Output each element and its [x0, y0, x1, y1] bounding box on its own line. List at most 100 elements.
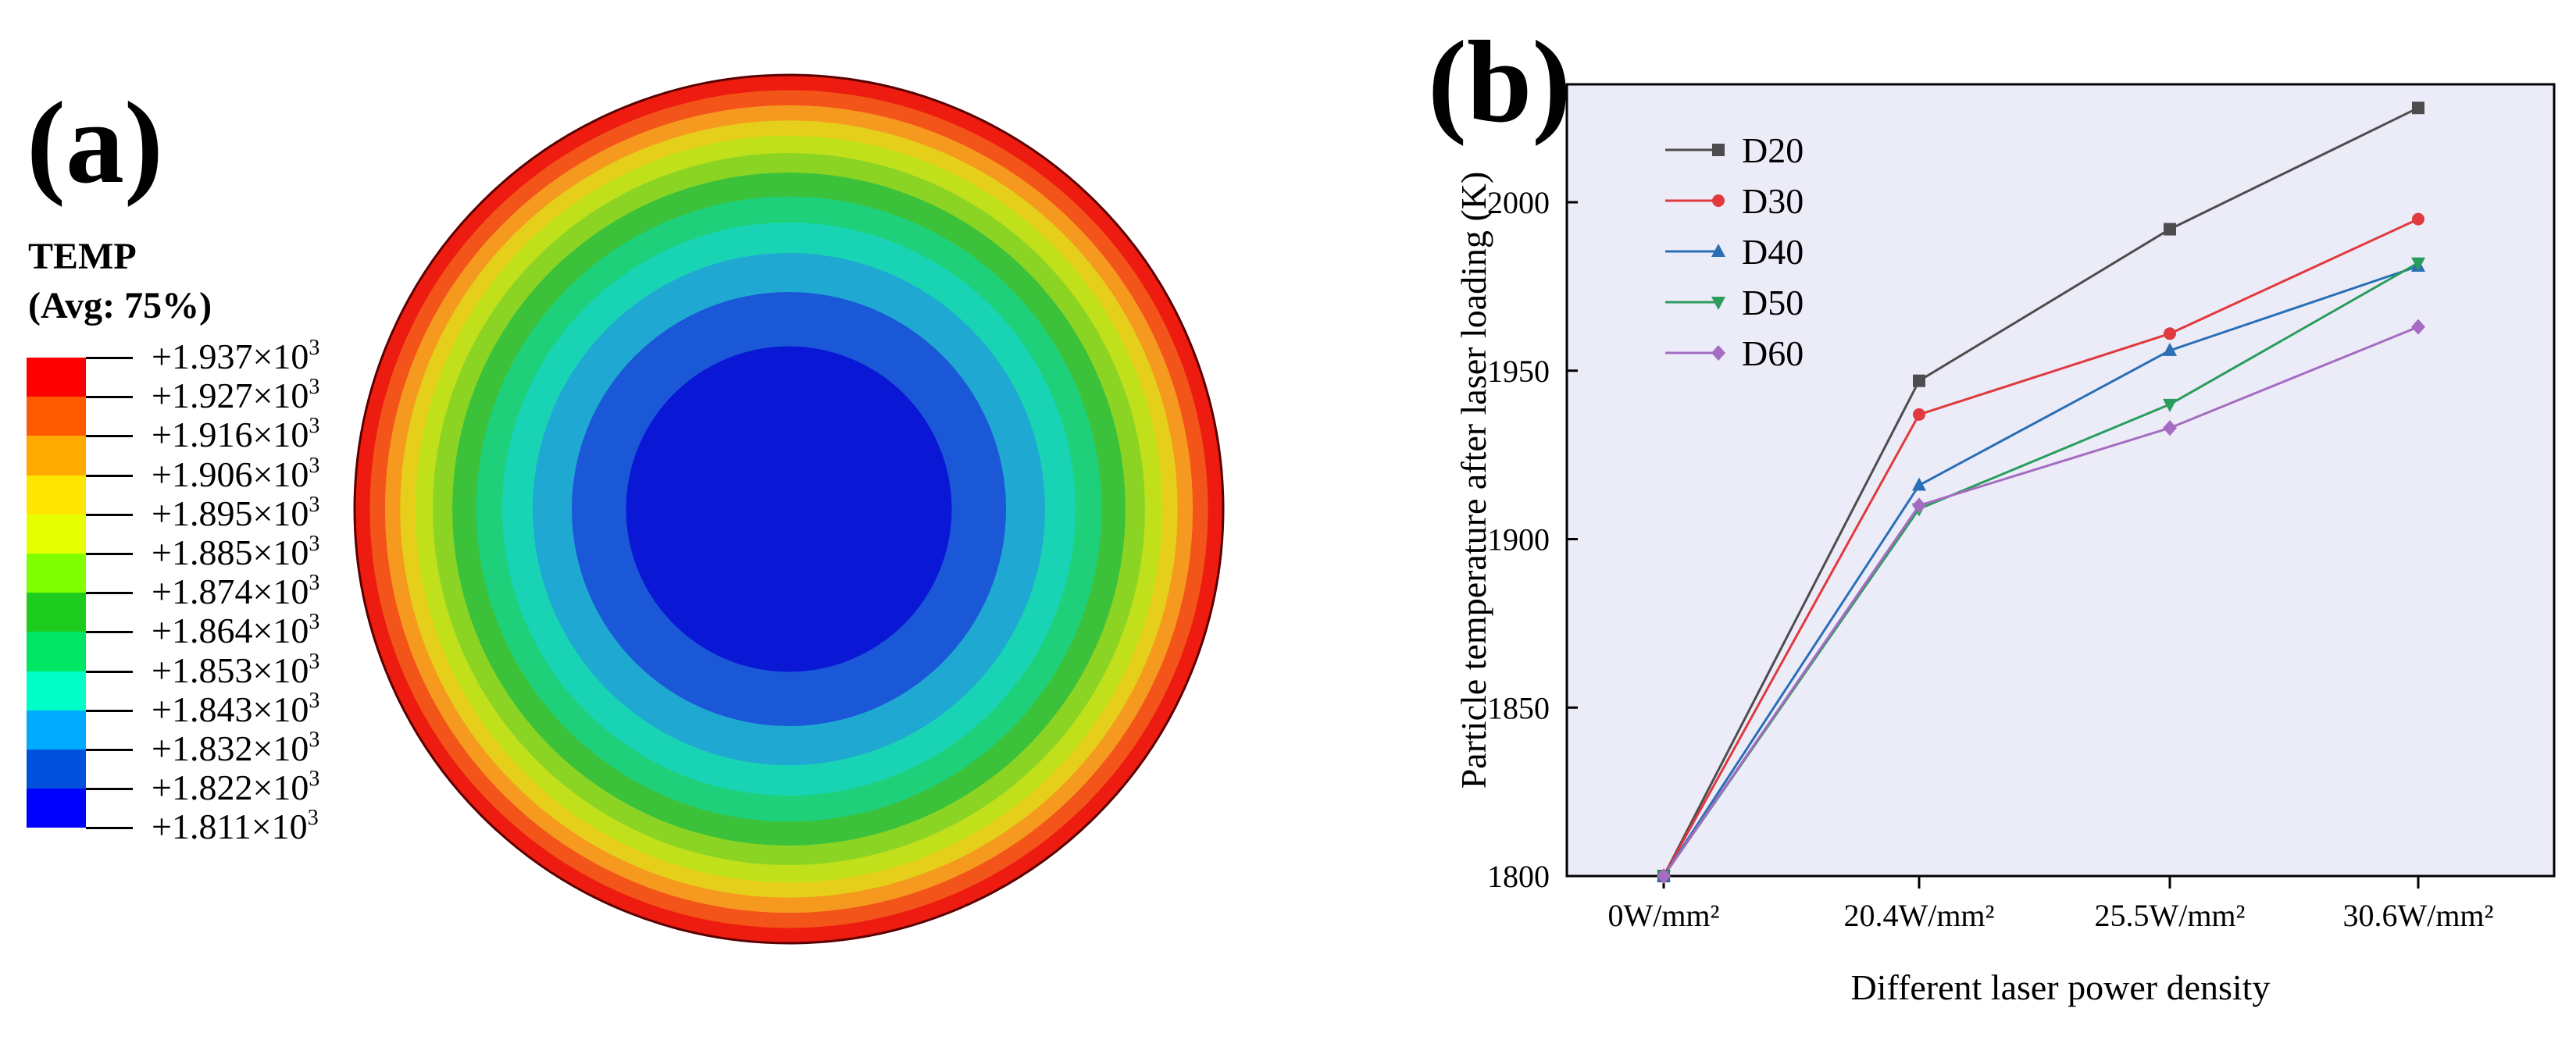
legend-color-swatch [27, 475, 86, 515]
x-axis-ticks: 0W/mm² 20.4W/mm² 25.5W/mm² 30.6W/mm² [1607, 876, 2494, 933]
legend-color-swatch [27, 358, 86, 397]
series-line-d40 [1662, 265, 2419, 877]
legend-tick [86, 749, 133, 751]
series-lines [1662, 106, 2419, 877]
legend-tick [86, 827, 133, 830]
series-line-d20 [1662, 106, 2419, 877]
legend-color-swatch [27, 632, 86, 671]
legend-tick [86, 474, 133, 477]
x-tick-label: 0W/mm² [1607, 898, 1719, 933]
legend-value-exponent: 3 [309, 375, 320, 400]
chart-legend: D20 D30 D40 D50 D60 [1665, 130, 1804, 373]
legend-value-text: +1.822×10 [152, 768, 309, 808]
legend-tick [86, 631, 133, 634]
series-line-d30 [1662, 218, 2419, 877]
legend-tick [86, 513, 133, 516]
temperature-contour-plot [353, 73, 1225, 945]
legend-label: D40 [1742, 232, 1804, 272]
y-tick-label: 1850 [1487, 690, 1550, 725]
legend-tick [86, 709, 133, 712]
data-point-marker [1912, 477, 1926, 491]
legend-label: D30 [1742, 181, 1804, 221]
data-point-marker [2412, 212, 2424, 226]
legend-value-text: +1.811×10 [152, 807, 308, 847]
series-line-d60 [1662, 326, 2419, 877]
legend-value-text: +1.853×10 [152, 650, 309, 690]
data-point-marker [2411, 319, 2425, 335]
legend-value: +1.822×103 [152, 768, 319, 806]
x-tick-label: 20.4W/mm² [1843, 898, 1994, 933]
legend-value-text: +1.906×10 [152, 454, 309, 494]
y-axis-ticks: 1800 1850 1900 1950 2000 [1487, 185, 1578, 894]
legend-value: +1.895×103 [152, 493, 319, 532]
legend-value: +1.937×103 [152, 337, 319, 375]
y-tick-label: 1800 [1487, 859, 1550, 894]
legend-value: +1.811×103 [152, 807, 319, 845]
legend-color-swatch [27, 671, 86, 711]
legend-value-exponent: 3 [307, 806, 319, 831]
legend-tick [86, 435, 133, 438]
legend-value: +1.843×103 [152, 688, 320, 728]
legend-value: +1.906×103 [152, 453, 320, 494]
legend-value: +1.916×103 [152, 415, 319, 453]
y-tick-label: 1950 [1487, 354, 1550, 389]
legend-value: +1.832×103 [152, 729, 319, 767]
legend-value-text: +1.832×10 [152, 728, 309, 768]
data-point-marker [1711, 244, 1725, 257]
data-point-marker [1712, 144, 1725, 156]
data-point-marker [2164, 327, 2176, 340]
legend-color-swatch [27, 397, 86, 436]
contour-legend: +1.937×103 +1.927×103 +1.916×103 +1.906×103… [27, 337, 323, 845]
legend-tick [86, 396, 133, 399]
data-point-marker [1711, 297, 1725, 310]
legend-label: D20 [1742, 130, 1804, 170]
legend-tick [86, 553, 133, 555]
legend-value-text: +1.864×10 [152, 611, 309, 651]
legend-tick [86, 788, 133, 791]
legend-value: +1.885×103 [152, 533, 319, 571]
legend-value: +1.927×103 [152, 376, 319, 414]
data-point-marker [1913, 408, 1925, 421]
legend-value-exponent: 3 [309, 414, 320, 439]
legend-label: D50 [1742, 283, 1804, 322]
y-tick-label: 2000 [1487, 185, 1550, 220]
legend-value-exponent: 3 [309, 453, 320, 478]
legend-tick [86, 357, 133, 359]
panel-a-label: (a) [27, 78, 163, 208]
data-point-marker [1913, 374, 1925, 387]
legend-color-swatch [27, 750, 86, 789]
data-point-marker [1712, 194, 1725, 207]
legend-color-swatch [27, 514, 86, 554]
panel-b-label: (b) [1428, 17, 1572, 147]
contour-ring [626, 346, 952, 672]
legend-value-exponent: 3 [309, 336, 320, 360]
legend-color-swatch [27, 789, 86, 828]
x-tick-label: 25.5W/mm² [2094, 898, 2245, 933]
legend-value-exponent: 3 [309, 532, 320, 556]
contour-legend-subtitle: (Avg: 75%) [28, 285, 212, 326]
legend-value-text: +1.927×10 [152, 376, 309, 416]
legend-value-exponent: 3 [309, 688, 320, 713]
data-point-marker [1711, 345, 1725, 361]
legend-tick [86, 592, 133, 595]
legend-value-exponent: 3 [309, 571, 320, 596]
legend-value-exponent: 3 [309, 610, 320, 635]
legend-value: +1.853×103 [152, 650, 319, 690]
legend-color-swatch [27, 710, 86, 750]
data-point-marker [2163, 420, 2177, 436]
data-point-marker [2412, 102, 2424, 115]
legend-value: +1.874×103 [152, 572, 319, 610]
y-tick-label: 1900 [1487, 522, 1550, 557]
contour-legend-title: TEMP [28, 236, 137, 277]
legend-value-exponent: 3 [309, 767, 320, 792]
legend-color-swatch [27, 554, 86, 593]
data-point-marker [1657, 868, 1671, 884]
legend-color-swatch [27, 436, 86, 475]
data-point-marker [1912, 497, 1926, 514]
line-chart: 1800 1850 1900 1950 2000 0W/mm² 20.4W/mm² 25.5… [1454, 83, 2556, 1007]
y-axis-label: Particle temperature after laser loading… [1454, 172, 1493, 789]
legend-tick [86, 670, 133, 673]
legend-value-text: +1.916×10 [152, 415, 309, 455]
legend-label: D60 [1742, 333, 1804, 373]
legend-value-text: +1.937×10 [152, 337, 309, 376]
